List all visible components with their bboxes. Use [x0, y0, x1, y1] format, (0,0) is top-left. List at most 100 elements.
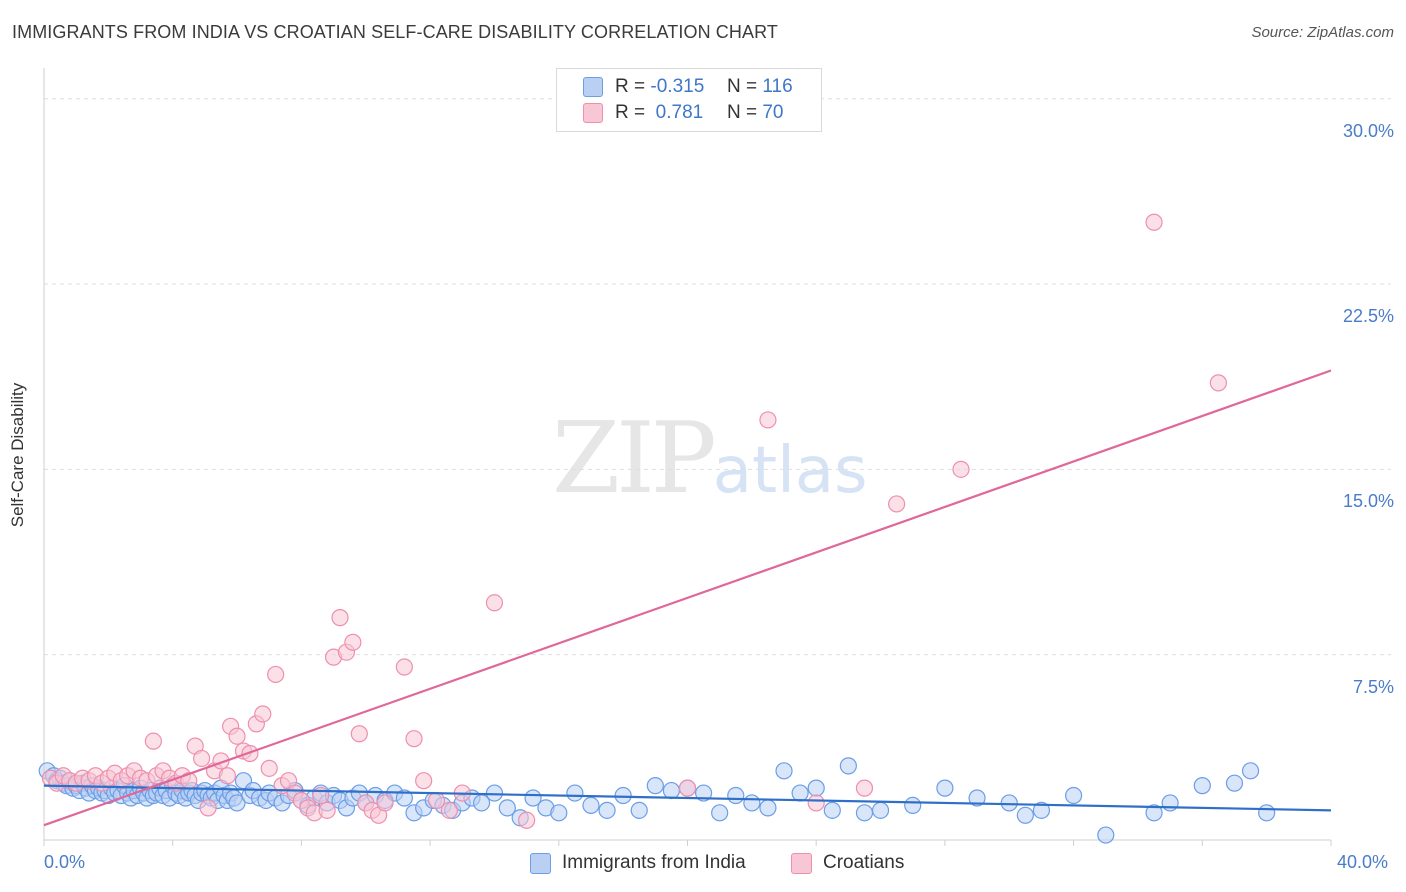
croatian-point: [267, 665, 285, 684]
india-point: [662, 781, 681, 800]
croatian-point: [405, 730, 423, 748]
legend-swatch-croatians: [583, 103, 603, 123]
source-label: Source: ZipAtlas.com: [1251, 24, 1394, 41]
legend-r-value: -0.315: [650, 76, 705, 97]
legend: R = -0.315 N = 116 R = 0.781 N = 70: [556, 68, 822, 132]
croatian-point: [395, 658, 413, 676]
india-point: [1032, 801, 1051, 819]
india-points: [38, 757, 1276, 844]
india-point: [582, 796, 600, 815]
chart-title: IMMIGRANTS FROM INDIA VS CROATIAN SELF-C…: [12, 22, 778, 42]
croatian-point: [193, 749, 211, 768]
india-point: [630, 801, 648, 819]
trend-lines: [43, 369, 1332, 827]
india-point: [498, 799, 516, 817]
india-point: [711, 804, 729, 822]
croatian-point: [1145, 213, 1163, 231]
india-point: [1241, 762, 1260, 780]
india-point: [566, 784, 584, 802]
india-trend-line: [43, 784, 1332, 812]
india-point: [485, 784, 504, 802]
croatian-point: [678, 779, 697, 797]
india-point: [775, 762, 793, 780]
bottom-legend: Immigrants from India Croatians: [0, 852, 1406, 878]
croatian-points: [41, 213, 1227, 829]
india-point: [759, 799, 777, 817]
india-point: [1258, 804, 1276, 822]
legend-n-label: N =: [726, 102, 758, 123]
croatian-point: [218, 767, 236, 785]
bottom-legend-croatians[interactable]: Croatians: [791, 852, 904, 874]
croatian-trend-line: [43, 369, 1332, 827]
india-point: [1064, 786, 1083, 805]
india-point: [743, 794, 761, 812]
croatian-point: [350, 725, 368, 743]
croatian-point: [199, 799, 217, 817]
croatian-point: [344, 633, 362, 651]
india-point: [694, 784, 713, 802]
india-point: [807, 779, 825, 797]
watermark: ZIPatlas: [552, 402, 867, 516]
legend-n-value: 116: [762, 76, 793, 97]
x-tick-label-max: 40.0%: [1337, 852, 1389, 872]
croatian-point: [518, 811, 536, 829]
bottom-legend-swatch-india: [530, 852, 551, 874]
india-point: [791, 784, 809, 802]
legend-r-label: R =: [615, 102, 646, 123]
croatian-point: [144, 732, 162, 750]
india-point: [968, 789, 986, 807]
y-axis-label: Self-Care Disability: [8, 382, 27, 528]
croatian-point: [807, 794, 825, 812]
india-point: [614, 786, 632, 805]
india-point: [646, 777, 664, 795]
india-point: [855, 804, 874, 822]
india-point: [598, 801, 616, 819]
india-point: [1097, 826, 1115, 844]
y-tick-label: 22.5%: [1342, 306, 1394, 327]
croatian-point: [376, 794, 394, 812]
croatian-point: [888, 495, 906, 513]
y-tick-label: 7.5%: [1352, 676, 1394, 697]
india-point: [550, 804, 568, 822]
india-point: [839, 757, 857, 775]
x-tick-label-min: 0.0%: [44, 852, 86, 872]
axes: [43, 68, 1332, 846]
india-point: [1016, 806, 1034, 824]
croatian-point: [759, 411, 777, 429]
bottom-legend-label-india: Immigrants from India: [562, 852, 746, 873]
legend-n-label: N =: [726, 76, 758, 97]
india-point: [1161, 794, 1179, 812]
bottom-legend-label-croatians: Croatians: [823, 852, 905, 873]
india-point: [228, 794, 246, 812]
india-point: [823, 801, 841, 819]
croatian-point: [254, 705, 272, 723]
india-point: [904, 796, 922, 815]
croatian-point: [855, 779, 874, 797]
croatian-point: [952, 460, 970, 478]
india-point: [395, 789, 413, 807]
india-point: [1145, 804, 1163, 822]
croatian-point: [440, 801, 459, 819]
y-tick-label: 15.0%: [1342, 491, 1394, 512]
croatian-point: [331, 609, 349, 627]
india-point: [1193, 777, 1211, 795]
india-point: [727, 786, 745, 805]
india-point: [936, 779, 954, 797]
croatian-point: [415, 772, 433, 790]
croatian-point: [228, 727, 246, 745]
watermark-zip: ZIP: [552, 402, 717, 516]
india-point: [871, 801, 890, 819]
legend-r-label: R =: [615, 76, 646, 97]
watermark-atlas: atlas: [712, 434, 868, 508]
croatian-point: [1209, 374, 1227, 392]
croatian-point: [485, 594, 504, 612]
bottom-legend-swatch-croatians: [791, 852, 812, 874]
legend-row-croatians: R = 0.781 N = 70: [583, 101, 783, 125]
india-point: [1000, 794, 1018, 812]
grid-lines: [44, 98, 1391, 656]
india-point: [1225, 774, 1244, 792]
bottom-legend-india[interactable]: Immigrants from India: [530, 852, 746, 874]
legend-r-value: 0.781: [650, 102, 704, 123]
croatian-point: [318, 801, 336, 819]
